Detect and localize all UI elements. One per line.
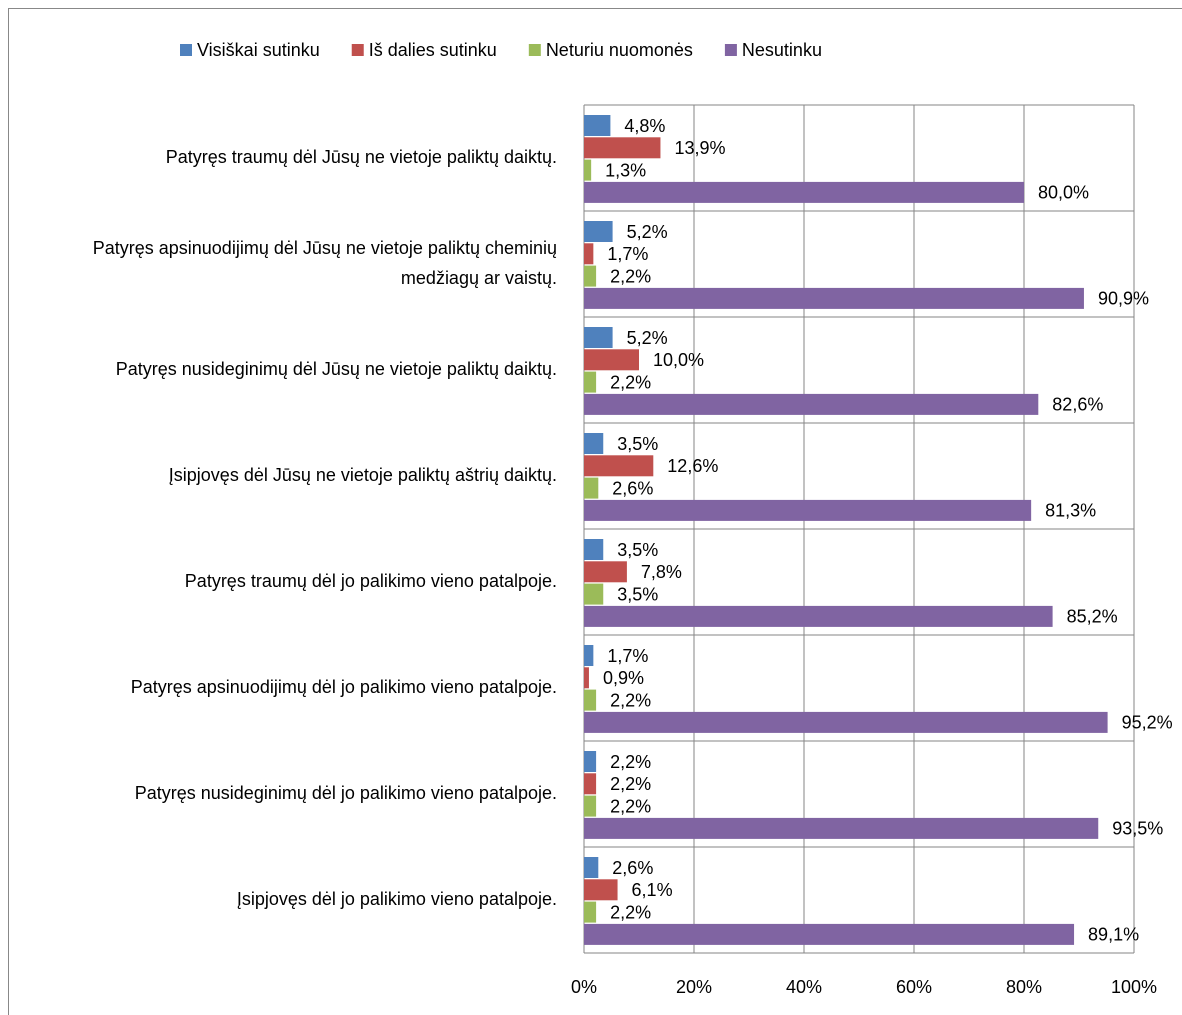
value-label: 90,9% bbox=[1098, 289, 1149, 309]
value-label: 4,8% bbox=[624, 116, 665, 136]
y-tick-label: Patyręs nusideginimų dėl Jūsų ne vietoje… bbox=[116, 359, 557, 379]
value-label: 3,5% bbox=[617, 584, 658, 604]
bar bbox=[584, 393, 1039, 415]
value-label: 3,5% bbox=[617, 540, 658, 560]
bar bbox=[584, 159, 592, 181]
value-label: 1,7% bbox=[607, 244, 648, 264]
y-tick-label: Patyręs apsinuodijimų dėl jo palikimo vi… bbox=[131, 677, 557, 697]
bar bbox=[584, 711, 1108, 733]
bar bbox=[584, 879, 618, 901]
legend-swatch bbox=[351, 44, 364, 56]
value-label: 7,8% bbox=[641, 562, 682, 582]
bar bbox=[584, 115, 611, 136]
legend-swatch bbox=[180, 44, 192, 56]
value-label: 2,6% bbox=[612, 858, 653, 878]
x-tick-label: 0% bbox=[571, 977, 597, 997]
chart-border bbox=[8, 8, 1182, 1015]
legend-swatch bbox=[528, 44, 541, 56]
value-label: 95,2% bbox=[1122, 713, 1173, 733]
bar bbox=[584, 499, 1032, 521]
bar bbox=[584, 181, 1024, 203]
x-tick-label: 100% bbox=[1111, 977, 1157, 997]
value-label: 80,0% bbox=[1038, 183, 1089, 203]
value-label: 13,9% bbox=[674, 138, 725, 158]
bar bbox=[584, 667, 589, 689]
x-tick-label: 60% bbox=[896, 977, 932, 997]
legend-label: Visiškai sutinku bbox=[197, 40, 320, 60]
bar bbox=[584, 243, 594, 265]
y-tick-label: Patyręs traumų dėl jo palikimo vieno pat… bbox=[185, 571, 557, 591]
bar bbox=[584, 287, 1084, 309]
bar bbox=[584, 923, 1075, 945]
legend-label: Iš dalies sutinku bbox=[369, 40, 497, 60]
y-tick-label: Patyręs nusideginimų dėl jo palikimo vie… bbox=[135, 783, 557, 803]
bar bbox=[584, 477, 599, 499]
value-label: 82,6% bbox=[1052, 395, 1103, 415]
bar bbox=[584, 137, 661, 159]
value-label: 1,7% bbox=[607, 646, 648, 666]
bar bbox=[584, 221, 613, 242]
bar bbox=[584, 349, 639, 371]
value-label: 2,2% bbox=[610, 752, 651, 772]
x-tick-label: 80% bbox=[1006, 977, 1042, 997]
bar bbox=[584, 773, 597, 795]
value-label: 2,2% bbox=[610, 690, 651, 710]
legend-label: Neturiu nuomonės bbox=[546, 40, 693, 60]
bar bbox=[584, 539, 604, 560]
value-label: 0,9% bbox=[603, 668, 644, 688]
bar bbox=[584, 433, 604, 454]
bar bbox=[584, 371, 597, 393]
value-label: 2,2% bbox=[610, 774, 651, 794]
bar bbox=[584, 561, 627, 583]
value-label: 81,3% bbox=[1045, 501, 1096, 521]
y-tick-label: Įsipjovęs dėl Jūsų ne vietoje paliktų aš… bbox=[169, 465, 557, 485]
bar bbox=[584, 857, 599, 878]
y-tick-label: Patyręs traumų dėl Jūsų ne vietoje palik… bbox=[166, 147, 557, 167]
bar bbox=[584, 583, 604, 605]
value-label: 2,2% bbox=[610, 266, 651, 286]
y-tick-label: Įsipjovęs dėl jo palikimo vieno patalpoj… bbox=[237, 889, 557, 909]
value-label: 5,2% bbox=[627, 222, 668, 242]
value-label: 10,0% bbox=[653, 350, 704, 370]
bar bbox=[584, 817, 1099, 839]
x-tick-label: 20% bbox=[676, 977, 712, 997]
value-label: 93,5% bbox=[1112, 819, 1163, 839]
value-label: 2,2% bbox=[610, 796, 651, 816]
bar bbox=[584, 751, 597, 772]
y-tick-label: Patyręs apsinuodijimų dėl Jūsų ne vietoj… bbox=[93, 238, 557, 288]
bar bbox=[584, 795, 597, 817]
value-label: 12,6% bbox=[667, 456, 718, 476]
value-label: 6,1% bbox=[632, 880, 673, 900]
value-label: 85,2% bbox=[1067, 607, 1118, 627]
value-label: 2,2% bbox=[610, 372, 651, 392]
value-label: 3,5% bbox=[617, 434, 658, 454]
legend-swatch bbox=[724, 44, 737, 56]
bar bbox=[584, 265, 597, 287]
bar bbox=[584, 455, 654, 477]
bar bbox=[584, 605, 1053, 627]
bar bbox=[584, 901, 597, 923]
value-label: 2,2% bbox=[610, 902, 651, 922]
value-label: 89,1% bbox=[1088, 925, 1139, 945]
value-label: 1,3% bbox=[605, 160, 646, 180]
x-tick-label: 40% bbox=[786, 977, 822, 997]
legend-label: Nesutinku bbox=[742, 40, 822, 60]
value-label: 2,6% bbox=[612, 478, 653, 498]
value-label: 5,2% bbox=[627, 328, 668, 348]
bar bbox=[584, 645, 594, 666]
bar bbox=[584, 689, 597, 711]
bar bbox=[584, 327, 613, 348]
